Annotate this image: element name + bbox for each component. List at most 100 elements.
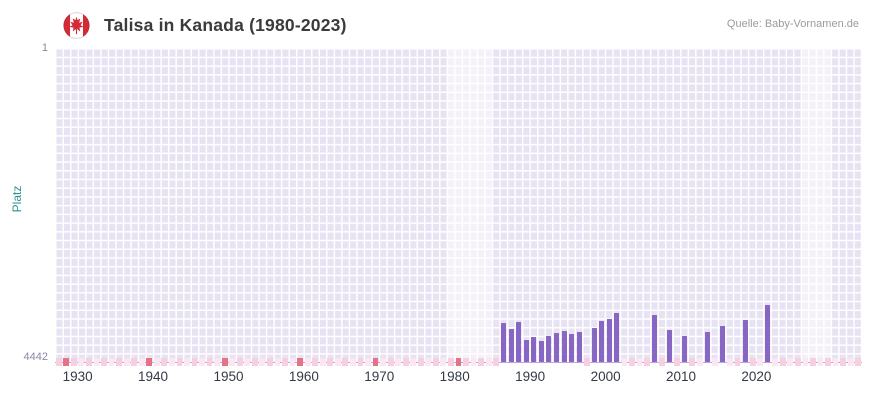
- no-rank-marker: [138, 358, 145, 366]
- no-rank-marker: [63, 358, 70, 366]
- no-rank-marker: [644, 358, 650, 366]
- no-rank-marker: [387, 358, 394, 366]
- rank-bar[interactable]: [599, 320, 605, 362]
- no-rank-marker: [448, 358, 454, 366]
- rank-bar[interactable]: [538, 341, 544, 362]
- no-rank-marker: [70, 358, 77, 366]
- x-tick-label: 1940: [137, 369, 169, 384]
- rank-bar[interactable]: [531, 337, 537, 362]
- rank-bar[interactable]: [742, 320, 748, 362]
- y-tick-top: 1: [41, 42, 48, 54]
- no-rank-marker: [787, 358, 794, 366]
- no-rank-marker: [123, 358, 130, 366]
- y-axis-title: Platz: [10, 185, 24, 213]
- no-rank-marker: [168, 358, 175, 366]
- no-rank-marker: [214, 358, 221, 366]
- rank-bar[interactable]: [523, 339, 529, 362]
- x-tick-label: 1960: [288, 369, 319, 384]
- no-rank-marker: [93, 358, 100, 366]
- no-rank-marker: [402, 358, 409, 366]
- x-tick-label: 2010: [665, 369, 697, 384]
- rank-bar[interactable]: [765, 304, 771, 362]
- no-rank-marker: [478, 358, 485, 366]
- no-rank-marker: [417, 358, 424, 366]
- rank-bar[interactable]: [576, 331, 582, 362]
- no-rank-marker: [659, 358, 666, 366]
- no-rank-marker: [153, 358, 160, 366]
- no-rank-marker: [757, 358, 764, 366]
- no-rank-marker: [176, 358, 183, 366]
- no-rank-marker: [485, 358, 492, 366]
- rank-bar[interactable]: [719, 326, 725, 362]
- no-rank-marker: [636, 358, 643, 366]
- no-rank-marker: [696, 358, 703, 366]
- no-rank-marker: [259, 358, 266, 366]
- no-rank-marker: [440, 358, 447, 366]
- rank-bar[interactable]: [652, 314, 658, 362]
- no-rank-marker: [410, 358, 417, 366]
- no-rank-marker: [191, 358, 198, 366]
- no-rank-marker: [78, 358, 85, 366]
- no-rank-marker: [674, 358, 681, 366]
- rank-bar[interactable]: [554, 332, 560, 362]
- rank-bar[interactable]: [508, 328, 514, 362]
- no-rank-marker: [349, 358, 356, 366]
- no-rank-marker: [810, 358, 816, 366]
- no-rank-marker: [372, 358, 379, 366]
- rank-bar[interactable]: [501, 323, 507, 362]
- no-rank-marker: [817, 358, 824, 366]
- no-rank-marker: [131, 358, 138, 366]
- rank-bar[interactable]: [546, 336, 552, 362]
- no-rank-marker: [493, 358, 500, 366]
- no-rank-marker: [432, 358, 439, 366]
- no-rank-marker: [583, 358, 590, 366]
- no-rank-marker: [199, 358, 205, 366]
- no-rank-marker: [236, 358, 243, 366]
- no-rank-marker: [847, 358, 854, 366]
- rank-bar[interactable]: [606, 318, 612, 362]
- no-rank-marker: [229, 358, 236, 366]
- rank-bar[interactable]: [569, 334, 575, 362]
- no-rank-marker: [425, 358, 432, 366]
- no-rank-marker: [629, 358, 635, 366]
- no-rank-marker: [251, 358, 258, 366]
- x-tick-label: 1950: [213, 369, 244, 384]
- grid-band: [801, 48, 832, 362]
- no-rank-marker: [455, 358, 462, 366]
- rank-bar[interactable]: [561, 330, 567, 362]
- x-tick-label: 1980: [439, 369, 470, 384]
- no-rank-marker: [282, 358, 288, 366]
- no-rank-marker: [116, 358, 122, 366]
- no-rank-marker: [334, 358, 341, 366]
- no-rank-marker: [312, 358, 319, 366]
- no-rank-marker: [267, 358, 273, 366]
- no-rank-marker: [365, 358, 371, 366]
- no-rank-marker: [463, 358, 469, 366]
- no-rank-marker: [327, 358, 334, 366]
- no-rank-marker: [357, 358, 364, 366]
- y-tick-bottom: 4442: [23, 351, 48, 363]
- x-tick-label: 1970: [364, 369, 395, 384]
- no-rank-marker: [206, 358, 213, 366]
- no-rank-marker: [712, 358, 718, 366]
- chart-header: Talisa in Kanada (1980-2023) Quelle: Bab…: [63, 9, 859, 41]
- no-rank-marker: [274, 358, 281, 366]
- no-rank-marker: [689, 358, 696, 366]
- rank-bar[interactable]: [667, 330, 673, 362]
- no-rank-marker: [319, 358, 326, 366]
- no-rank-marker: [855, 358, 862, 366]
- rank-bar[interactable]: [591, 327, 597, 362]
- rank-bar[interactable]: [516, 321, 522, 362]
- rank-bar[interactable]: [614, 313, 620, 362]
- no-rank-marker: [802, 358, 809, 366]
- no-rank-marker: [621, 358, 628, 366]
- no-rank-marker: [380, 358, 386, 366]
- x-tick-label: 1990: [515, 369, 546, 384]
- no-rank-marker: [297, 358, 303, 366]
- no-rank-marker: [395, 358, 402, 366]
- no-rank-marker: [304, 358, 311, 366]
- no-rank-marker: [108, 358, 115, 366]
- rank-bar[interactable]: [704, 332, 710, 362]
- x-tick-label: 2020: [741, 369, 772, 384]
- rank-bar[interactable]: [682, 336, 688, 362]
